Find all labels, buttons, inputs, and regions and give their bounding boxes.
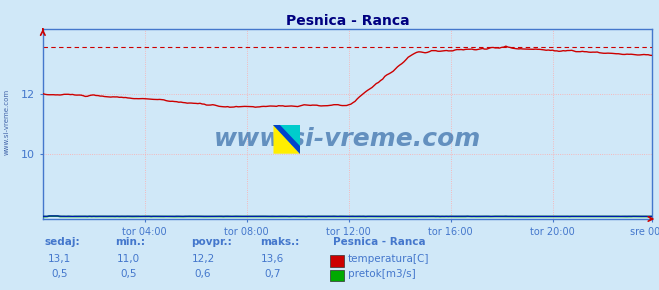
Text: 0,7: 0,7 <box>264 269 281 279</box>
Text: Pesnica - Ranca: Pesnica - Ranca <box>333 237 426 247</box>
Polygon shape <box>273 125 300 154</box>
Text: www.si-vreme.com: www.si-vreme.com <box>214 127 481 151</box>
Text: www.si-vreme.com: www.si-vreme.com <box>4 89 10 155</box>
Text: pretok[m3/s]: pretok[m3/s] <box>348 269 416 279</box>
Text: min.:: min.: <box>115 237 146 247</box>
Text: 11,0: 11,0 <box>117 254 140 264</box>
Text: 13,1: 13,1 <box>47 254 71 264</box>
Polygon shape <box>280 125 300 146</box>
Text: maks.:: maks.: <box>260 237 300 247</box>
Text: 0,5: 0,5 <box>120 269 137 279</box>
Text: 12,2: 12,2 <box>191 254 215 264</box>
Text: 0,6: 0,6 <box>194 269 212 279</box>
Text: povpr.:: povpr.: <box>191 237 232 247</box>
Title: Pesnica - Ranca: Pesnica - Ranca <box>286 14 409 28</box>
Text: temperatura[C]: temperatura[C] <box>348 254 430 264</box>
Text: sedaj:: sedaj: <box>45 237 80 247</box>
Text: 0,5: 0,5 <box>51 269 68 279</box>
Polygon shape <box>273 125 300 154</box>
Text: 13,6: 13,6 <box>260 254 284 264</box>
